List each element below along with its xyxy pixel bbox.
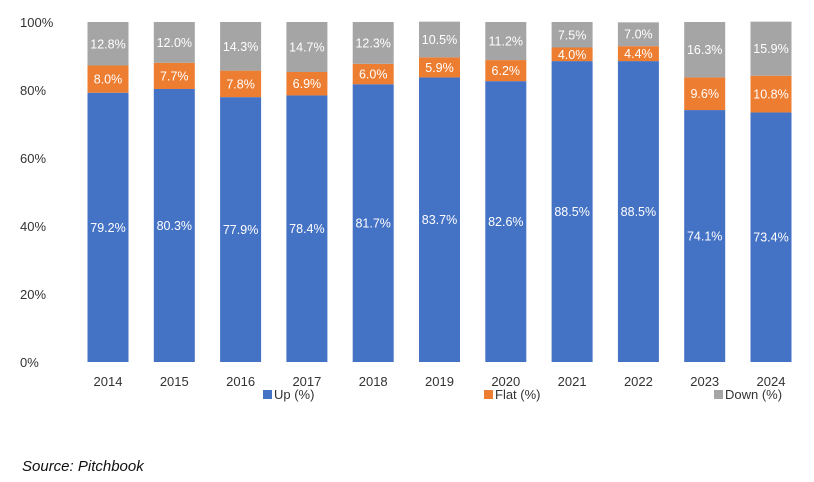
y-tick-label: 0%	[20, 355, 39, 370]
data-label: 88.5%	[554, 205, 589, 219]
bar-segment	[220, 97, 262, 362]
bar-segment	[551, 47, 593, 62]
data-label: 77.9%	[223, 223, 258, 237]
bar-segment	[485, 81, 527, 362]
bar-segment	[750, 21, 792, 76]
data-label: 4.4%	[624, 47, 653, 61]
data-label: 10.5%	[422, 33, 457, 47]
data-label: 80.3%	[157, 219, 192, 233]
bar-segment	[286, 22, 328, 72]
data-label: 79.2%	[90, 221, 125, 235]
y-tick-label: 60%	[20, 151, 46, 166]
x-tick-label: 2016	[226, 374, 255, 389]
y-tick-label: 80%	[20, 83, 46, 98]
bar-segment	[485, 60, 527, 82]
legend-label: Up (%)	[274, 387, 314, 402]
legend: Up (%) Flat (%) Down (%)	[263, 387, 782, 402]
bar-segment	[551, 61, 593, 362]
data-label: 74.1%	[687, 230, 722, 244]
data-label: 82.6%	[488, 215, 523, 229]
y-tick-label: 100%	[20, 15, 54, 30]
x-tick-label: 2022	[624, 374, 653, 389]
bar-segment	[87, 92, 129, 362]
bar-segment	[485, 22, 527, 61]
x-tick-label: 2020	[491, 374, 520, 389]
bar-segment	[750, 75, 792, 113]
data-label: 15.9%	[753, 42, 788, 56]
bar-segment	[617, 22, 659, 47]
bar-segment	[220, 22, 262, 71]
bar-segment	[87, 22, 129, 66]
data-label: 6.2%	[492, 64, 521, 78]
source-note: Source: Pitchbook	[22, 458, 144, 475]
legend-swatch	[484, 390, 493, 399]
data-label: 78.4%	[289, 222, 324, 236]
bar-segment	[352, 84, 394, 362]
data-label: 9.6%	[690, 87, 719, 101]
data-label: 6.0%	[359, 68, 388, 82]
y-tick-label: 20%	[20, 287, 46, 302]
bar-segment	[153, 22, 195, 63]
x-tick-label: 2019	[425, 374, 454, 389]
data-label: 81.7%	[355, 217, 390, 231]
bar-segment	[684, 77, 726, 111]
bar-segment	[286, 95, 328, 362]
data-label: 7.8%	[226, 77, 255, 91]
data-label: 7.0%	[624, 28, 653, 42]
data-label: 8.0%	[94, 73, 123, 87]
bar-segment	[684, 110, 726, 362]
bar-segment	[551, 22, 593, 48]
bar-segment	[684, 22, 726, 78]
x-tick-label: 2017	[292, 374, 321, 389]
data-label: 7.7%	[160, 69, 189, 83]
data-label: 7.5%	[558, 28, 587, 42]
x-tick-label: 2023	[690, 374, 719, 389]
bar-segment	[87, 65, 129, 93]
bar-segment	[220, 70, 262, 98]
legend-label: Flat (%)	[495, 387, 541, 402]
y-tick-label: 40%	[20, 219, 46, 234]
data-label: 6.9%	[293, 77, 322, 91]
data-label: 5.9%	[425, 61, 454, 75]
bars	[87, 21, 792, 363]
bar-segment	[617, 61, 659, 362]
bar-segment	[286, 71, 328, 96]
x-tick-label: 2024	[757, 374, 786, 389]
bar-segment	[750, 112, 792, 362]
x-tick-label: 2021	[558, 374, 587, 389]
data-label: 73.4%	[753, 231, 788, 245]
data-labels: 79.2% 8.0% 12.8% 80.3% 7.7% 12.0% 77.9% 7.8% 14.…	[90, 28, 788, 245]
bar-segment	[419, 77, 460, 363]
bar-segment	[419, 57, 460, 78]
bar-segment	[617, 46, 659, 62]
x-tick-label: 2014	[94, 374, 123, 389]
data-label: 88.5%	[621, 205, 656, 219]
data-label: 14.3%	[223, 40, 258, 54]
data-label: 12.8%	[90, 37, 125, 51]
data-label: 11.2%	[489, 35, 524, 49]
stacked-bar-chart: 0% 20% 40% 60% 80% 100% 79.2% 8.0% 12.8% 80.3% 7.…	[20, 15, 792, 402]
legend-swatch	[263, 390, 272, 399]
x-tick-label: 2018	[359, 374, 388, 389]
x-tick-label: 2015	[160, 374, 189, 389]
data-label: 12.0%	[157, 36, 192, 50]
data-label: 10.8%	[753, 88, 788, 102]
data-label: 83.7%	[422, 213, 457, 227]
bar-segment	[153, 62, 195, 89]
bar-segment	[153, 88, 195, 362]
legend-label: Down (%)	[725, 387, 782, 402]
legend-swatch	[714, 390, 723, 399]
data-label: 14.7%	[289, 40, 324, 54]
y-axis: 0% 20% 40% 60% 80% 100%	[20, 15, 54, 370]
bar-segment	[419, 21, 460, 58]
x-axis: 2014 2015 2016 2017 2018 2019 2020 2021 2022 2023…	[94, 374, 786, 389]
data-label: 16.3%	[687, 43, 722, 57]
data-label: 4.0%	[558, 48, 587, 62]
bar-segment	[352, 22, 394, 64]
data-label: 12.3%	[355, 36, 390, 50]
bar-segment	[352, 63, 394, 85]
